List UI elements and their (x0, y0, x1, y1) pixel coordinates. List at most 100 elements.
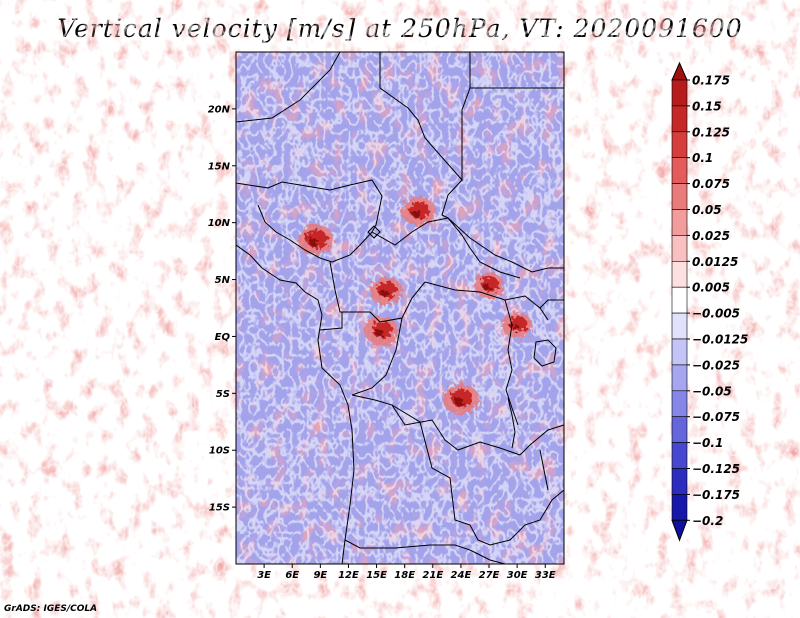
border-segment (391, 404, 564, 546)
colorbar-swatch (671, 157, 688, 184)
border-segment (236, 179, 383, 233)
colorbar-swatch (671, 286, 688, 314)
lat-tick-label: 15S (209, 503, 230, 514)
lon-tick-label: 18E (394, 570, 415, 581)
border-segment (504, 299, 519, 426)
colorbar-swatch (671, 235, 688, 262)
lon-tick-label: 33E (535, 570, 556, 581)
map-field (236, 52, 564, 564)
lon-tick-label: 24E (451, 570, 472, 581)
colorbar-swatch (671, 131, 688, 159)
lat-tick-label: EQ (215, 332, 231, 343)
storm-cluster-car (369, 276, 403, 305)
cluster-peak (483, 283, 491, 291)
cluster-core (480, 276, 500, 292)
colorbar-label: 0.05 (692, 203, 722, 217)
lon-tick-label: 6E (285, 570, 299, 581)
cluster-peak (309, 237, 319, 246)
colorbar-label: −0.175 (692, 488, 740, 502)
border-segment (379, 52, 471, 182)
lat-tick-label: 5N (215, 275, 231, 286)
colorbar-label: −0.025 (692, 358, 740, 372)
colorbar-label: 0.075 (692, 177, 730, 191)
border-segment (319, 312, 343, 331)
colorbar-label: 0.15 (692, 99, 722, 113)
colorbar-swatch (671, 338, 688, 366)
border-segment (257, 204, 373, 263)
cluster-core (372, 321, 393, 339)
storm-cluster-south-sudan (473, 272, 505, 299)
colorbar-swatch (671, 105, 688, 133)
border-segment (351, 317, 403, 396)
field-texture (236, 52, 564, 564)
colorbar-swatch (671, 79, 688, 107)
colorbar-bottom-arrow (671, 519, 688, 542)
lon-tick-label: 9E (313, 570, 327, 581)
lake-chad (367, 225, 381, 239)
border-segment (519, 424, 564, 456)
cluster-peak (412, 209, 421, 218)
latitude-axis: 20N 15N 10N 5N EQ 5S 10S 15S (208, 104, 236, 514)
lon-tick-label: 3E (257, 570, 271, 581)
colorbar-top-arrow (671, 61, 688, 81)
border-segment (344, 539, 471, 551)
map-frame (235, 51, 565, 565)
colorbar-label: −0.125 (692, 462, 740, 476)
colorbar-swatch (671, 442, 688, 469)
lon-tick-label: 30E (507, 570, 528, 581)
border-segment (441, 179, 463, 219)
border-segment (371, 217, 521, 279)
country-borders (236, 52, 564, 564)
storm-cluster-chad (401, 196, 436, 226)
lat-tick-label: 10S (209, 446, 230, 457)
colorbar-swatch (671, 260, 688, 288)
colorbar-label: −0.05 (692, 384, 732, 398)
colorbar-swatch (671, 312, 688, 340)
border-segment (539, 299, 564, 309)
storm-cluster-cameroon (297, 224, 334, 256)
cluster-core (377, 281, 397, 299)
lat-tick-label: 20N (208, 104, 231, 115)
lat-tick-label: 10N (208, 218, 231, 229)
colorbar-label: 0.0125 (692, 255, 738, 269)
colorbar-swatch (671, 468, 688, 495)
lon-tick-label: 21E (422, 570, 443, 581)
colorbar-label: −0.005 (692, 307, 740, 321)
storm-cluster-uganda (501, 312, 533, 338)
lon-tick-label: 12E (338, 570, 359, 581)
cluster-peak (511, 323, 519, 331)
storm-cluster-congo (364, 316, 399, 346)
border-segment (469, 549, 506, 564)
cluster-peak (379, 289, 389, 297)
lat-tick-label: 15N (208, 161, 231, 172)
colorbar-swatch (671, 390, 688, 417)
border-segment (329, 261, 426, 323)
colorbar-label: 0.125 (692, 125, 730, 139)
colorbar-swatch (671, 209, 688, 236)
cluster-peak (454, 397, 464, 406)
chart-title: Vertical velocity [m/s] at 250hPa, VT: 2… (57, 14, 743, 43)
colorbar-swatch (671, 183, 688, 210)
lake-malawi (539, 449, 549, 491)
colorbar-swatch (671, 494, 688, 521)
colorbar-label: −0.2 (692, 514, 723, 528)
colorbar-swatch (671, 416, 688, 443)
colorbar: 0.175 0.15 0.125 0.1 0.075 0.05 0.025 0.0125 0.0… (671, 61, 748, 542)
lon-tick-label: 27E (479, 570, 500, 581)
longitude-axis: 3E 6E 9E 12E 15E 18E 21E 24E 27E 30E 33E (257, 564, 556, 581)
colorbar-label: 0.1 (692, 151, 713, 165)
colorbar-label: 0.175 (692, 74, 730, 88)
colorbar-swatch (671, 364, 688, 392)
colorbar-label: −0.1 (692, 436, 723, 450)
lake-tanganyika (507, 397, 516, 449)
border-segment (351, 394, 521, 456)
lat-tick-label: 5S (216, 389, 230, 400)
convective-cells (297, 196, 533, 415)
coastline (236, 244, 355, 564)
colorbar-label: 0.005 (692, 281, 730, 295)
colorbar-label: −0.075 (692, 410, 740, 424)
border-segment (447, 217, 564, 273)
cluster-core (409, 201, 430, 219)
cluster-peak (375, 329, 384, 337)
